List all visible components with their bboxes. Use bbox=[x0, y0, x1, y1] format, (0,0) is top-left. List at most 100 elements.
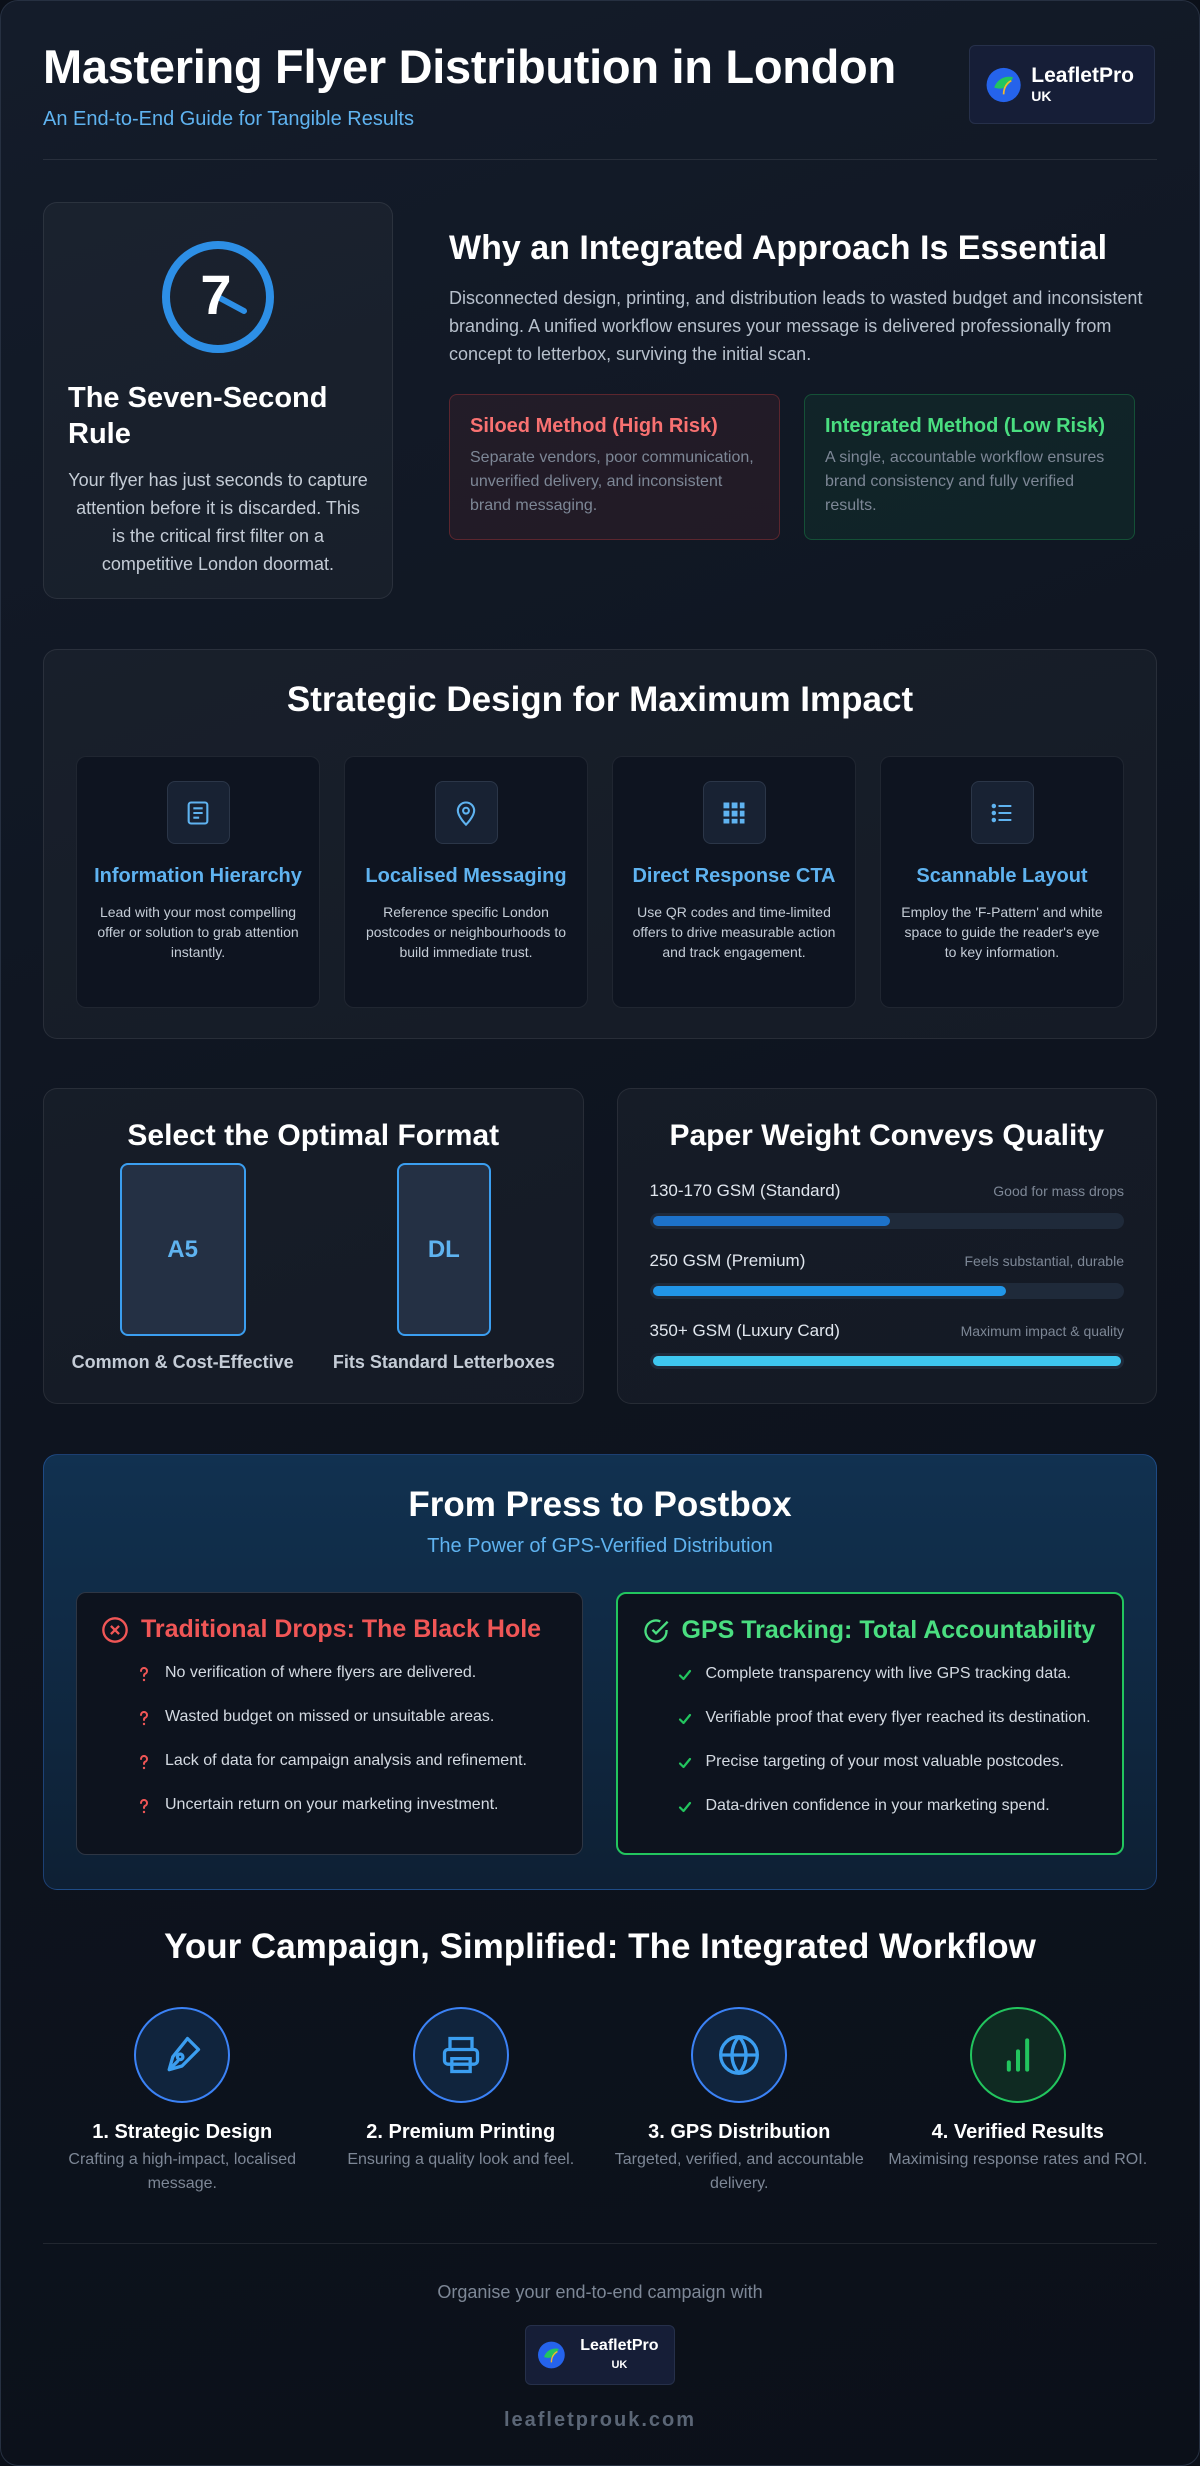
paper-row: 250 GSM (Premium) Feels substantial, dura… bbox=[649, 1251, 1124, 1299]
logo-suffix: UK bbox=[1031, 87, 1052, 104]
question-mark bbox=[139, 1799, 148, 1809]
icon-box bbox=[434, 781, 498, 844]
logo: LeafletPro UK bbox=[969, 45, 1155, 124]
card-title: The Seven-Second Rule bbox=[68, 382, 328, 450]
format-option: DL Fits Standard Letterboxes bbox=[333, 1163, 555, 1373]
box-title-text: GPS Tracking: Total Accountability bbox=[681, 1616, 1096, 1644]
x-icon bbox=[102, 1616, 128, 1643]
paper-note: Good for mass drops bbox=[993, 1183, 1124, 1199]
card-title: Localised Messaging bbox=[365, 865, 567, 887]
icon bbox=[723, 802, 745, 823]
card-text: Reference specific London postcodes or n… bbox=[365, 904, 567, 960]
question-dot bbox=[142, 1810, 146, 1814]
workflow-steps: 1. Strategic Design Crafting a high-impac… bbox=[43, 2007, 1157, 2196]
question-bullet bbox=[139, 1799, 148, 1814]
risk-title: Integrated Method (Low Risk) bbox=[825, 415, 1105, 437]
check-bullet bbox=[678, 1713, 691, 1725]
list-item: Wasted budget on missed or unsuitable ar… bbox=[137, 1706, 558, 1728]
list-item: Data-driven confidence in your marketing… bbox=[678, 1795, 1099, 1817]
card-title: Scannable Layout bbox=[916, 865, 1088, 887]
pen-icon bbox=[167, 2036, 201, 2072]
chart-icon bbox=[1006, 2038, 1029, 2072]
list-item: Uncertain return on your marketing inves… bbox=[137, 1794, 558, 1816]
main-title: Mastering Flyer Distribution in London bbox=[43, 40, 896, 93]
step-text: Targeted, verified, and accountable deli… bbox=[614, 2151, 864, 2192]
footer-logo: LeafletPro UK bbox=[525, 2325, 675, 2385]
icon bbox=[991, 803, 1012, 822]
format-caption: Fits Standard Letterboxes bbox=[332, 1352, 555, 1372]
bar-fill bbox=[652, 1216, 890, 1226]
section-subtitle: The Power of GPS-Verified Distribution bbox=[427, 1535, 773, 1557]
icon-box bbox=[702, 781, 766, 844]
card-title: Paper Weight Conveys Quality bbox=[669, 1119, 1105, 1152]
seven-second-card: 7 The Seven-Second Rule Your flyer has j… bbox=[43, 202, 393, 599]
list-item: Lack of data for campaign analysis and r… bbox=[137, 1750, 558, 1772]
step-text: Crafting a high-impact, localised messag… bbox=[68, 2151, 297, 2192]
logo-icon bbox=[986, 67, 1021, 102]
check-mark bbox=[678, 1757, 691, 1769]
bar-track bbox=[649, 1353, 1124, 1369]
step-icon bbox=[691, 2007, 788, 2103]
check-mark bbox=[678, 1801, 691, 1813]
box-title: GPS Tracking: Total Accountability bbox=[642, 1616, 1099, 1645]
step-title: 3. GPS Distribution bbox=[648, 2121, 831, 2143]
step-icon bbox=[969, 2007, 1066, 2103]
bar-fill bbox=[652, 1286, 1006, 1296]
logo-text: LeafletPro UK bbox=[1031, 64, 1140, 106]
format-option: A5 Common & Cost-Effective bbox=[72, 1163, 294, 1373]
question-bullet bbox=[139, 1667, 148, 1682]
card-text: Lead with your most compelling offer or … bbox=[97, 904, 299, 960]
list-item: Verifiable proof that every flyer reache… bbox=[678, 1707, 1099, 1729]
section-title: From Press to Postbox bbox=[408, 1485, 792, 1524]
step-text: Maximising response rates and ROI. bbox=[888, 2151, 1148, 2168]
design-card: Information Hierarchy Lead with your most… bbox=[76, 756, 320, 1008]
step-text: Ensuring a quality look and feel. bbox=[347, 2151, 575, 2168]
question-bullet bbox=[139, 1711, 148, 1726]
workflow-step: 1. Strategic Design Crafting a high-impac… bbox=[43, 2007, 322, 2196]
list-item: Precise targeting of your most valuable … bbox=[678, 1751, 1099, 1773]
risk-text: Separate vendors, poor communication, un… bbox=[470, 449, 754, 514]
paper-card: Paper Weight Conveys Quality 130-170 GSM… bbox=[616, 1088, 1157, 1404]
logo-text: LeafletPro UK bbox=[575, 2337, 664, 2373]
logo-name: LeafletPro bbox=[580, 2337, 659, 2354]
traditional-box: Traditional Drops: The Black Hole No ver… bbox=[76, 1592, 583, 1855]
bar-track bbox=[649, 1213, 1124, 1229]
section-title: Why an Integrated Approach Is Essential bbox=[449, 229, 1108, 267]
paper-note: Feels substantial, durable bbox=[964, 1253, 1124, 1269]
section-text: Disconnected design, printing, and distr… bbox=[449, 288, 1143, 364]
design-card: Direct Response CTA Use QR codes and time… bbox=[612, 756, 856, 1008]
workflow-step: 2. Premium Printing Ensuring a quality lo… bbox=[322, 2007, 601, 2196]
paper-row: 350+ GSM (Luxury Card) Maximum impact & q… bbox=[649, 1321, 1124, 1369]
question-dot bbox=[142, 1678, 146, 1682]
paper-label: 130-170 GSM (Standard) bbox=[649, 1181, 841, 1200]
check-mark bbox=[678, 1713, 691, 1725]
step-title: 2. Premium Printing bbox=[366, 2121, 556, 2143]
bar-fill bbox=[652, 1356, 1121, 1366]
risk-text: A single, accountable workflow ensures b… bbox=[825, 449, 1105, 514]
paper-row: 130-170 GSM (Standard) Good for mass drop… bbox=[649, 1181, 1124, 1229]
box-title-text: Traditional Drops: The Black Hole bbox=[141, 1615, 542, 1643]
list-text: Precise targeting of your most valuable … bbox=[705, 1753, 1064, 1770]
step-title: 4. Verified Results bbox=[931, 2121, 1104, 2143]
paper-note: Maximum impact & quality bbox=[960, 1323, 1124, 1339]
logo-suffix: UK bbox=[611, 2359, 628, 2371]
check-bullet bbox=[678, 1801, 691, 1813]
risk-box: Siloed Method (High Risk) Separate vendor… bbox=[449, 394, 780, 540]
paper-label: 350+ GSM (Luxury Card) bbox=[649, 1321, 840, 1340]
check-icon bbox=[643, 1618, 668, 1643]
format-card: Select the Optimal Format A5 Common & Cos… bbox=[43, 1088, 584, 1404]
integrated-block: Why an Integrated Approach Is Essential … bbox=[449, 202, 1157, 599]
printer-icon bbox=[442, 2036, 479, 2074]
list-item: Complete transparency with live GPS trac… bbox=[678, 1663, 1099, 1685]
list-text: Lack of data for campaign analysis and r… bbox=[165, 1752, 527, 1769]
check-mark bbox=[678, 1669, 691, 1681]
traditional-list: No verification of where flyers are deli… bbox=[101, 1662, 558, 1816]
card-text: Your flyer has just seconds to capture a… bbox=[68, 470, 368, 574]
risk-box: Integrated Method (Low Risk) A single, ac… bbox=[804, 394, 1135, 540]
list-item: No verification of where flyers are deli… bbox=[137, 1662, 558, 1684]
header: Mastering Flyer Distribution in London A… bbox=[43, 1, 1157, 160]
intro-section: 7 The Seven-Second Rule Your flyer has j… bbox=[43, 202, 1157, 599]
